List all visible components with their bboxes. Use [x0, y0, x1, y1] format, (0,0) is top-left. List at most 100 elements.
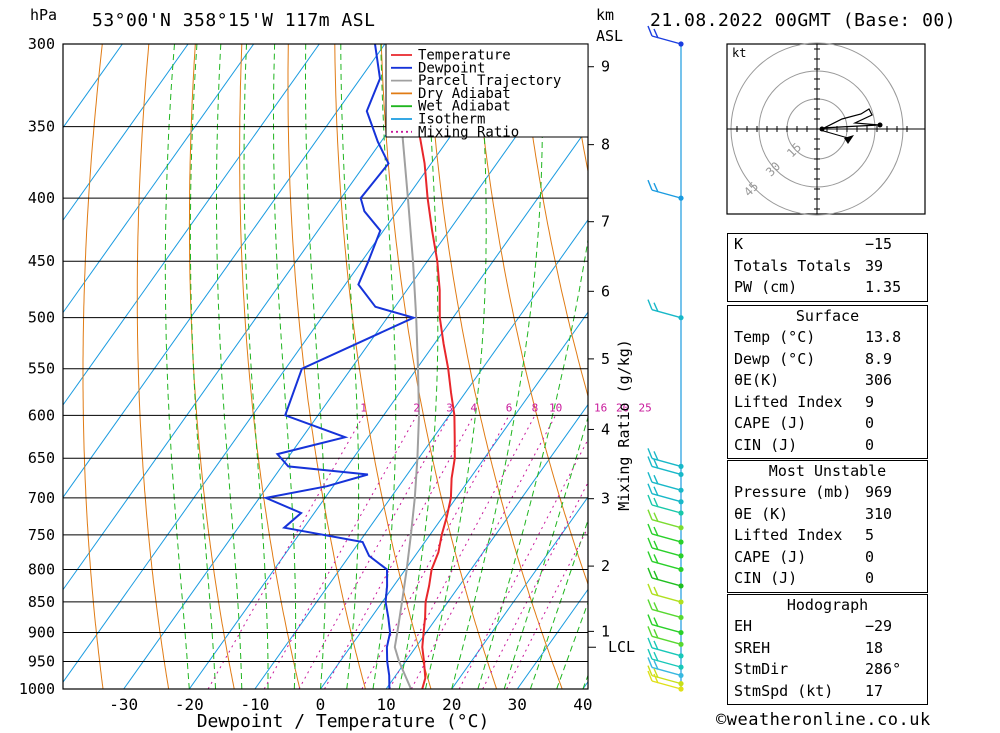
height-tick-label: 4	[601, 420, 610, 438]
mixing-ratio-line	[207, 415, 365, 689]
surface-index-row: Lifted Index 9	[728, 392, 927, 414]
wind-barb	[651, 457, 682, 468]
mixing-ratio-label: 25	[639, 401, 652, 414]
wind-barb-flag	[653, 640, 659, 651]
surface-index-row: Dewp (°C) 8.9	[728, 349, 927, 371]
mixing-ratio-label: 10	[549, 401, 562, 414]
wind-barb-flag	[647, 509, 653, 520]
wind-barb-flag	[647, 626, 653, 637]
pressure-tick-label: 400	[28, 189, 55, 207]
most-unstable-box: Most Unstable Pressure (mb) 969 θE (K) 310 L…	[727, 460, 928, 593]
wind-barb-flag	[647, 665, 653, 676]
hodograph-index-value: 18	[865, 638, 884, 657]
parcel-trajectory-line	[393, 44, 421, 689]
wind-barb-flag	[653, 570, 659, 581]
pressure-tick-label: 600	[28, 406, 55, 424]
mixing-ratio-label: 20	[616, 401, 629, 414]
surface-index-label: CIN (J)	[734, 435, 798, 454]
surface-index-label: CAPE (J)	[734, 414, 807, 432]
mixing-ratio-label: 3	[446, 401, 453, 414]
dry-adiabat-line	[82, 44, 104, 689]
legend-entry: Parcel Trajectory	[418, 73, 561, 89]
index-label: Totals Totals	[734, 256, 852, 275]
mixing-ratio-label: 4	[470, 401, 477, 414]
wind-barb-flag	[653, 486, 659, 497]
wind-barb-flag	[647, 523, 653, 535]
wind-barb-flag	[653, 554, 659, 564]
wind-barb-flag	[653, 651, 659, 662]
isotherm-line	[63, 44, 517, 683]
wind-barb-flag	[653, 302, 659, 312]
wet-adiabat-line	[340, 44, 360, 689]
copyright: ©weatheronline.co.uk	[716, 710, 931, 730]
pressure-tick-label: 550	[28, 360, 55, 378]
hodograph-index-row: StmSpd (kt) 17	[728, 681, 927, 703]
isotherm-line	[63, 44, 189, 222]
wind-barb	[651, 481, 682, 491]
most-unstable-index-label: CAPE (J)	[734, 547, 807, 566]
height-unit-asl: ASL	[596, 27, 623, 45]
wind-barb-flag	[647, 471, 653, 483]
most-unstable-index-label: CIN (J)	[734, 569, 798, 587]
height-tick-label: 3	[601, 490, 610, 508]
wind-barb	[651, 519, 682, 529]
mixing-ratio-label: 6	[506, 401, 513, 414]
wind-level-marker	[678, 641, 684, 647]
wind-barb	[651, 533, 682, 543]
height-unit-km: km	[596, 6, 614, 24]
legend-entry: Dry Adiabat	[418, 86, 511, 102]
isotherm-line	[63, 44, 386, 499]
wind-level-marker	[678, 566, 684, 573]
wind-barb-flag	[653, 459, 659, 469]
wind-barb	[651, 623, 682, 634]
index-value: 39	[865, 256, 884, 275]
pressure-tick-label: 300	[28, 35, 55, 53]
wind-level-marker	[678, 629, 684, 636]
legend-entry: Isotherm	[418, 112, 485, 128]
wet-adiabat-line	[216, 44, 243, 689]
most-unstable-index-value: 5	[865, 526, 875, 544]
surface-index-value: 8.9	[865, 349, 893, 368]
wind-barb	[651, 666, 682, 677]
surface-index-row: CAPE (J) 0	[728, 413, 927, 435]
mixing-ratio-line	[482, 481, 588, 689]
wind-barb-flag	[647, 567, 653, 579]
wind-barb-flag	[653, 660, 659, 670]
wind-barb	[651, 504, 682, 514]
wind-barb	[651, 560, 682, 571]
mixing-ratio-line	[361, 415, 510, 689]
pressure-tick-label: 950	[28, 653, 55, 671]
plot-frame	[62, 43, 589, 690]
isotherm-line	[63, 44, 320, 406]
surface-index-row: CIN (J) 0	[728, 435, 927, 457]
wind-barb-flag	[647, 483, 653, 494]
wind-barb-flag	[653, 512, 659, 522]
wind-barb-flag	[653, 602, 659, 612]
mixing-ratio-line	[298, 415, 451, 689]
wind-barb-flag	[647, 25, 653, 37]
index-row: PW (cm) 1.35	[728, 277, 927, 299]
hodograph-index-value: 286°	[865, 660, 902, 678]
hodograph-indices-title: Hodograph	[786, 596, 869, 614]
surface-index-value: 9	[865, 392, 875, 411]
surface-index-label: Temp (°C)	[734, 328, 816, 346]
most-unstable-index-row: θE (K) 310	[728, 504, 927, 526]
pressure-tick-label: 350	[28, 118, 55, 136]
temperature-line	[410, 44, 456, 689]
wind-barb-flag	[647, 583, 653, 595]
temperature-tick-label: 40	[573, 695, 592, 714]
most-unstable-index-value: 969	[865, 483, 893, 501]
pressure-tick-label: 900	[28, 624, 55, 642]
wet-adiabat-line	[556, 601, 588, 689]
hodograph-index-label: StmDir	[734, 660, 789, 678]
temperature-tick-label: 20	[442, 695, 461, 714]
wind-barb	[651, 674, 682, 685]
wind-barb-flag	[647, 299, 653, 310]
isotherm-line	[123, 44, 583, 689]
wind-barb-flag	[653, 474, 659, 485]
pressure-tick-label: 450	[28, 252, 55, 270]
wind-barb	[651, 593, 682, 603]
surface-index-label: Lifted Index	[734, 392, 843, 411]
hodograph-surface-point	[877, 122, 883, 128]
most-unstable-index-row: CIN (J) 0	[728, 568, 927, 590]
